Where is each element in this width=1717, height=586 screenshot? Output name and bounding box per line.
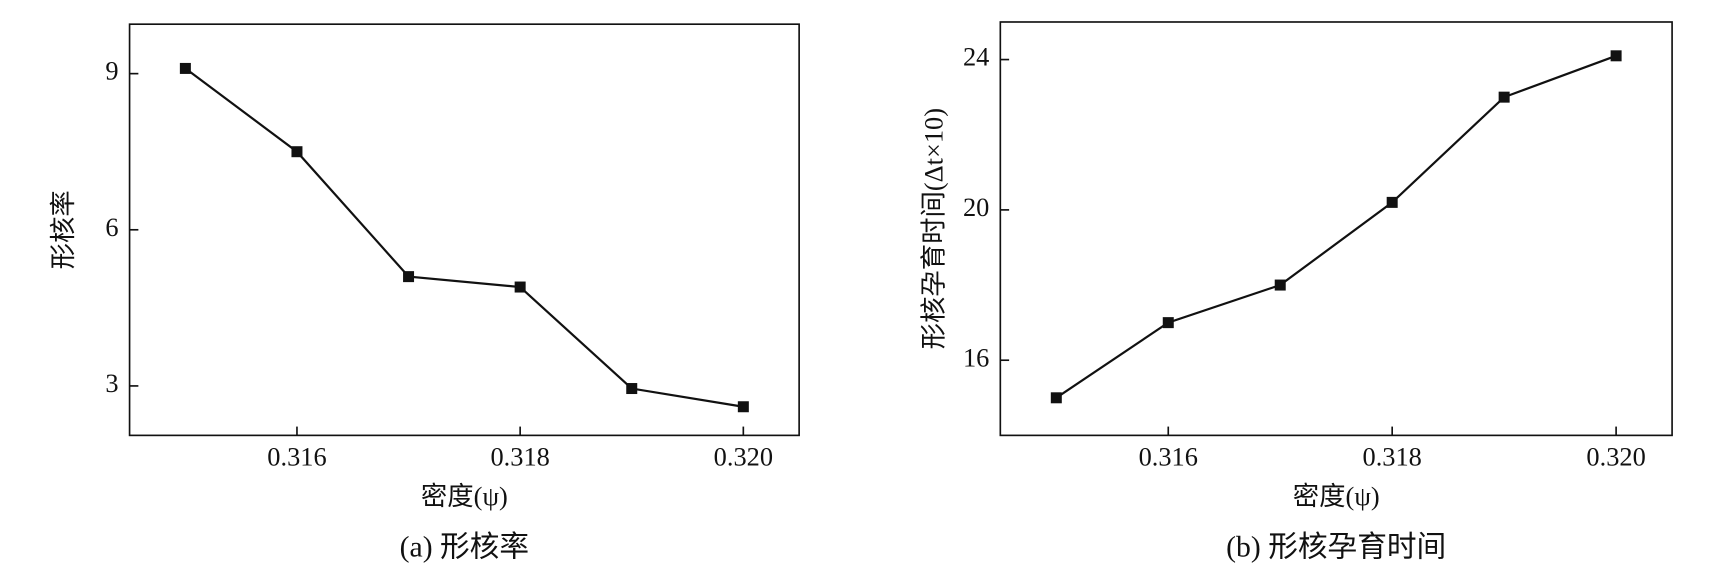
x-axis-label: 密度(ψ) — [421, 481, 508, 511]
y-axis-label: 形核率 — [48, 190, 78, 269]
data-point — [737, 401, 749, 413]
data-point — [1498, 91, 1510, 103]
data-point — [1162, 317, 1174, 329]
x-tick-label: 0.318 — [1363, 442, 1422, 472]
y-tick-label: 20 — [963, 192, 989, 222]
x-tick-label: 0.320 — [714, 442, 773, 472]
x-tick-label: 0.320 — [1586, 442, 1645, 472]
y-tick-label: 3 — [105, 368, 118, 398]
data-point — [1386, 196, 1398, 208]
data-point — [1274, 279, 1286, 291]
y-tick-label: 24 — [963, 42, 989, 72]
y-tick-label: 16 — [963, 342, 989, 372]
x-tick-label: 0.316 — [1139, 442, 1198, 472]
y-axis-label: 形核孕育时间(Δt×10) — [919, 108, 949, 349]
data-point — [1050, 392, 1062, 404]
plot-frame — [128, 23, 800, 437]
x-axis-label: 密度(ψ) — [1293, 481, 1380, 511]
data-point — [403, 271, 415, 283]
data-line — [1055, 54, 1617, 399]
caption: (b) 形核孕育时间 — [1226, 531, 1446, 564]
data-point — [626, 383, 638, 395]
x-tick-label: 0.318 — [490, 442, 549, 472]
data-point — [291, 146, 303, 158]
data-point — [514, 281, 526, 293]
x-tick-label: 0.316 — [267, 442, 326, 472]
y-tick-label: 9 — [105, 56, 118, 86]
y-tick-label: 6 — [105, 212, 118, 242]
caption: (a) 形核率 — [400, 531, 529, 564]
data-line — [184, 67, 744, 408]
data-point — [179, 62, 191, 74]
data-point — [1610, 50, 1622, 62]
plot-frame — [999, 21, 1673, 437]
